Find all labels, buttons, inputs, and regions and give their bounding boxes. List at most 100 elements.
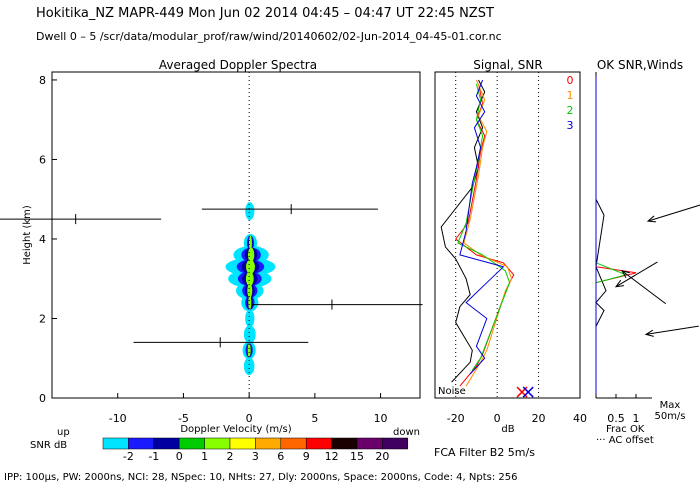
frac-ok-line: [595, 76, 607, 394]
snr-colorbar: SNR dB -2 -1 0 1 2 3 6 9 12 15 20: [30, 437, 409, 463]
signal-gridlines: [455, 72, 540, 398]
spectrum-contour: [247, 343, 251, 358]
wind-arrowhead: [644, 329, 654, 337]
velocity-axis-label: Doppler Velocity (m/s): [180, 424, 291, 435]
wind-vectors: [614, 204, 700, 337]
legend-entry: 1: [567, 89, 574, 102]
doppler-spectra-panel: Averaged Doppler Spectra Doppler Velocit…: [0, 58, 423, 438]
height-axis-label: Height (km): [22, 205, 33, 265]
frac-ok-line: [595, 262, 628, 284]
colorbar-cell: [255, 437, 282, 450]
signal-frame: [434, 71, 581, 399]
height-tick-label: 6: [39, 153, 46, 166]
spectrum-contour: [243, 325, 256, 344]
dwell-path: Dwell 0 – 5 /scr/data/modular_prof/raw/w…: [36, 30, 502, 43]
signal-line-0: [454, 83, 515, 387]
signal-marker: [522, 386, 534, 398]
legend-entry: 0: [567, 74, 574, 87]
colorbar-value: 6: [277, 450, 284, 463]
legend-entry: 3: [567, 119, 574, 132]
spectrum-contour: [248, 235, 252, 251]
up-label: up: [57, 427, 70, 438]
colorbar-cell: [229, 437, 256, 450]
colorbar-cell: [305, 437, 332, 450]
frac-ticks: 0.5 1: [607, 394, 640, 425]
colorbar-cell: [331, 437, 358, 450]
spectrum-contour: [243, 357, 255, 376]
velocity-ticks: -10 -5 0 5 10: [109, 72, 388, 425]
velocity-tick-label: -5: [178, 412, 189, 425]
colorbar-cell: [382, 437, 409, 450]
ac-offset-note: ··· AC offset: [596, 435, 654, 446]
spectrum-contour: [245, 202, 255, 221]
signal-line-1: [463, 79, 513, 387]
spectrum-contour: [247, 283, 253, 298]
signal-line-3: [459, 79, 505, 375]
wind-vector: [645, 325, 699, 335]
velocity-tick-label: 5: [311, 412, 318, 425]
velocity-tick-label: 10: [374, 412, 388, 425]
signal-title: Signal, SNR: [473, 58, 542, 72]
spectra-frame: [51, 71, 421, 399]
spectrum-contour: [245, 259, 255, 275]
velocity-tick-label: -10: [109, 412, 127, 425]
db-tick-label: 0: [494, 412, 501, 425]
frac-ok-label: Frac OK: [606, 424, 645, 435]
spectra-contours: [225, 202, 276, 376]
height-ticks: 0 2 4 6 8: [39, 74, 57, 405]
spectrum-contour: [247, 247, 255, 263]
colorbar-value: 0: [176, 450, 183, 463]
height-tick-label: 4: [39, 233, 46, 246]
signal-series: [440, 79, 515, 387]
instrument-params: IPP: 100μs, PW: 2000ns, NCI: 28, NSpec: …: [4, 472, 518, 483]
wind-arrowhead: [620, 270, 630, 278]
down-label: down: [393, 427, 420, 438]
signal-markers: [516, 386, 534, 398]
colorbar-cell: [102, 437, 129, 450]
colorbar-cell: [128, 437, 155, 450]
wind-scale-label: Max 50m/s: [654, 400, 685, 422]
colorbar-cell: [178, 437, 205, 450]
spectrum-contour: [245, 309, 255, 328]
colorbar-value: 15: [350, 450, 364, 463]
signal-snr-panel: Signal, SNR dB Noise -20 0 20 40: [434, 58, 587, 435]
velocity-tick-label: 0: [246, 412, 253, 425]
height-tick-label: 2: [39, 312, 46, 325]
wind-vector: [615, 261, 658, 288]
winds-title: OK SNR,Winds: [597, 58, 683, 72]
db-tick-label: 40: [573, 412, 587, 425]
wind-arrowhead: [614, 279, 624, 288]
db-ticks: -20 0 20 40: [447, 412, 587, 425]
colorbar-label: SNR dB: [30, 440, 67, 451]
db-axis-label: dB: [501, 424, 514, 435]
wind-arrowhead: [646, 215, 657, 223]
colorbar-cell: [153, 437, 180, 450]
legend-entry: 2: [567, 104, 574, 117]
spectrum-contour: [245, 271, 254, 286]
colorbar-cell: [280, 437, 307, 450]
colorbar-value: 3: [252, 450, 259, 463]
colorbar-value: -2: [123, 450, 134, 463]
colorbar-value: 2: [227, 450, 234, 463]
wind-vector: [647, 204, 700, 222]
colorbar-value: 9: [303, 450, 310, 463]
colorbar-value: 20: [375, 450, 389, 463]
frac-ok-series: [595, 76, 637, 394]
moment-bars: [0, 204, 423, 348]
height-tick-label: 8: [39, 74, 46, 87]
noise-label: Noise: [438, 386, 466, 397]
spectra-title: Averaged Doppler Spectra: [159, 58, 317, 72]
wind-vector: [621, 270, 667, 305]
winds-legend: 0 1 2 3: [567, 74, 574, 132]
db-tick-label: 20: [532, 412, 546, 425]
spectrum-contour: [248, 295, 252, 310]
site-title: Hokitika_NZ MAPR-449 Mon Jun 02 2014 04:…: [36, 6, 494, 21]
height-tick-label: 0: [39, 392, 46, 405]
frac-tick-label: 1: [633, 412, 640, 425]
filter-note: FCA Filter B2 5m/s: [434, 446, 535, 459]
colorbar-value: 12: [325, 450, 339, 463]
colorbar-value: 1: [201, 450, 208, 463]
frac-tick-label: 0.5: [607, 412, 625, 425]
